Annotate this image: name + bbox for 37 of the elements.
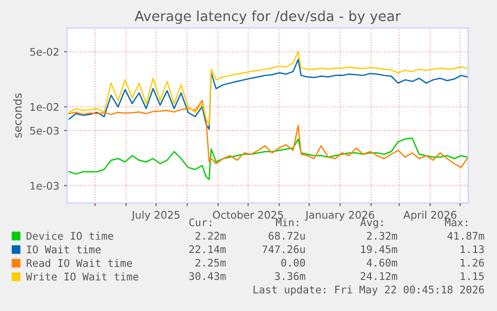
text: 24.12m [360, 272, 398, 280]
text: 22.14m [189, 245, 226, 254]
y-tick-label: 1e-03 [30, 182, 59, 190]
text: 2.32m [367, 232, 398, 240]
text: 2.22m [196, 232, 226, 240]
text: 30.43m [189, 272, 226, 280]
line-series [68, 58, 468, 130]
text: Min: [276, 218, 298, 226]
text: Cur: [189, 218, 212, 226]
line-series [68, 138, 468, 180]
text: 2.25m [196, 258, 226, 267]
text: 68.72u [268, 232, 305, 240]
text: 1.15 [460, 272, 484, 280]
legend-label: Read IO Wait time [26, 258, 132, 267]
legend-label: Device IO time [26, 232, 114, 240]
y-tick-label: 5e-03 [30, 126, 59, 135]
text: 0.00 [281, 258, 305, 267]
text: Max: [445, 218, 468, 226]
x-tick-label: October 2025 [212, 210, 283, 219]
text: Avg: [360, 218, 383, 228]
line-series [68, 51, 468, 125]
y-axis-title: seconds [13, 93, 22, 138]
text: 1.26 [460, 258, 484, 267]
legend-label: IO Wait time [26, 245, 101, 254]
x-tick-label: July 2025 [131, 210, 180, 221]
text: 19.45m [361, 245, 398, 254]
chart-title: Average latency for /dev/sda - by year [134, 10, 401, 24]
text: 41.87m [447, 232, 484, 240]
text: Last update: Fri May 22 00:45:18 2026 [254, 285, 484, 296]
text: 3.36m [274, 272, 306, 280]
y-tick-label: 5e-02 [30, 48, 58, 56]
text: 1.13 [460, 245, 484, 254]
text: 747.26u [262, 245, 305, 254]
legend-label: Write IO Wait time [26, 272, 138, 281]
y-tick-label: 1e-02 [30, 103, 58, 111]
line-series [68, 100, 468, 168]
text: 4.60m [366, 258, 398, 267]
